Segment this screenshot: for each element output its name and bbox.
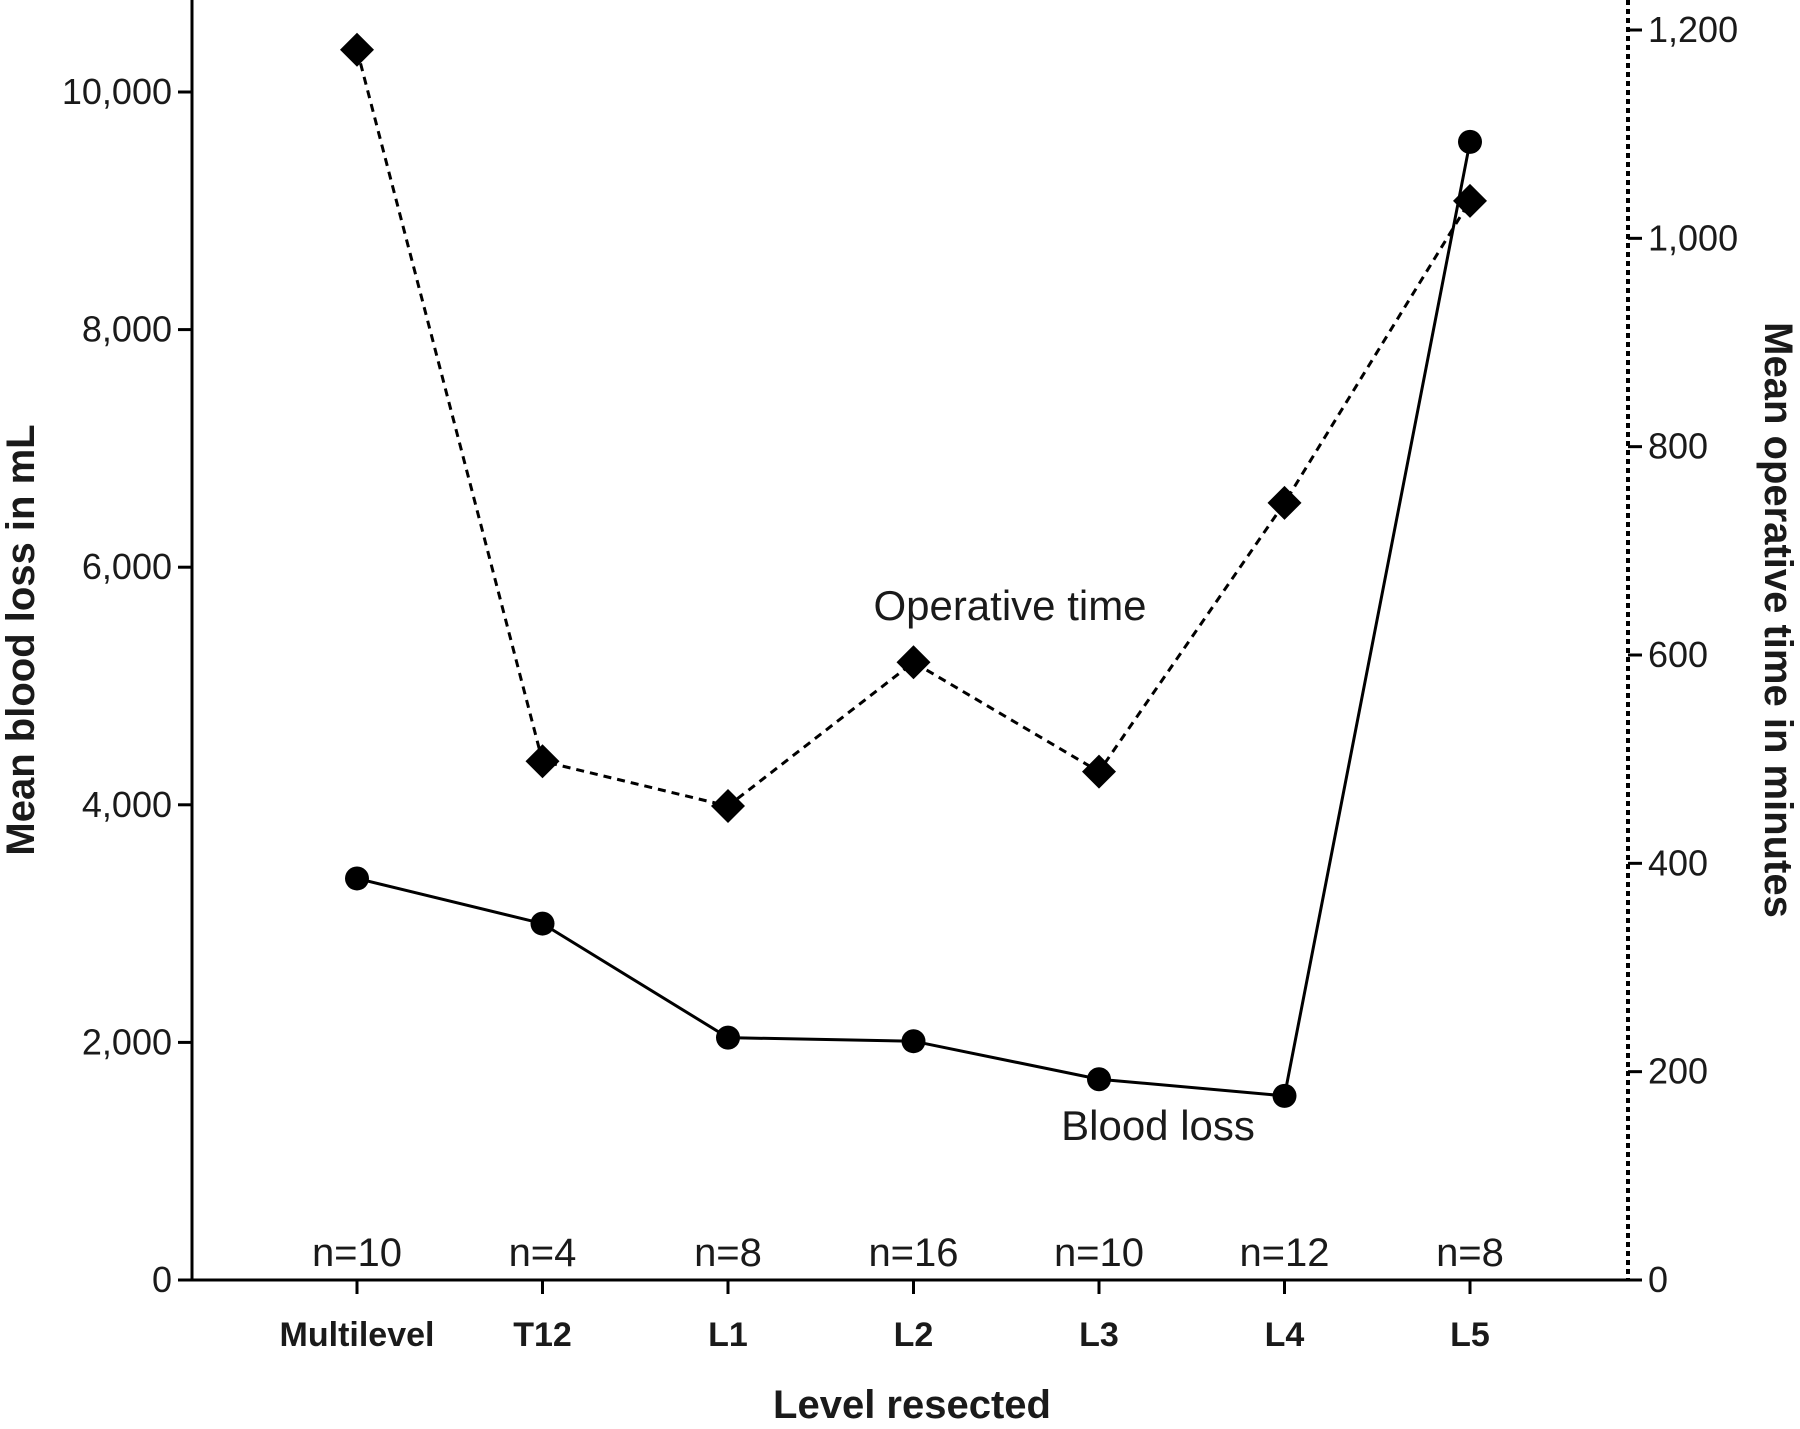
operative-time-point — [896, 645, 931, 680]
right-y-tick-label: 1,200 — [1648, 9, 1738, 50]
sample-size-label: n=8 — [694, 1231, 762, 1275]
x-tick-label: L5 — [1450, 1316, 1490, 1354]
left-y-tick-label: 10,000 — [62, 71, 172, 112]
blood-loss-point — [1272, 1083, 1297, 1108]
right-y-ticks: 0 200 400 600 800 1,000 1,200 — [1628, 9, 1738, 1300]
blood-loss-point — [901, 1029, 926, 1054]
operative-time-point — [1082, 754, 1116, 789]
x-tick-label: T12 — [513, 1316, 572, 1354]
blood-loss-annotation: Blood loss — [1061, 1102, 1255, 1149]
operative-time-point — [340, 32, 374, 67]
sample-size-labels: n=10 n=4 n=8 n=16 n=10 n=12 n=8 — [312, 1231, 1504, 1275]
right-y-tick-label: 800 — [1648, 426, 1708, 467]
blood-loss-point — [530, 911, 555, 936]
x-tick-label: L3 — [1079, 1316, 1119, 1354]
left-y-tick-label: 8,000 — [82, 309, 172, 350]
sample-size-label: n=10 — [312, 1231, 402, 1275]
right-y-tick-label: 200 — [1648, 1051, 1708, 1092]
operative-time-point — [1453, 183, 1487, 218]
left-y-tick-label: 0 — [152, 1259, 172, 1300]
operative-time-point — [711, 789, 745, 824]
sample-size-label: n=12 — [1239, 1231, 1329, 1275]
x-ticks: Multilevel T12 L1 L2 L3 L4 L5 — [280, 1280, 1490, 1354]
right-y-tick-label: 1,000 — [1648, 217, 1738, 258]
x-tick-label: L1 — [708, 1316, 748, 1354]
left-y-tick-label: 4,000 — [82, 784, 172, 825]
series-lines — [355, 49, 1472, 1098]
operative-time-point — [525, 744, 560, 779]
right-y-tick-label: 600 — [1648, 634, 1708, 675]
right-y-axis-title: Mean operative time in minutes — [1756, 322, 1800, 918]
right-y-tick-label: 400 — [1648, 842, 1708, 883]
left-y-tick-label: 2,000 — [82, 1021, 172, 1062]
left-y-tick-label: 6,000 — [82, 546, 172, 587]
sample-size-label: n=16 — [868, 1231, 958, 1275]
series-line-operative-time — [355, 49, 1472, 808]
operative-time-annotation: Operative time — [873, 582, 1146, 629]
x-tick-label: L4 — [1265, 1316, 1305, 1354]
left-y-axis-title: Mean blood loss in mL — [0, 424, 43, 855]
x-tick-label: Multilevel — [280, 1316, 435, 1354]
series-markers — [340, 32, 1487, 1108]
blood-loss-point — [345, 866, 369, 891]
blood-loss-point — [1087, 1067, 1111, 1092]
sample-size-label: n=8 — [1436, 1231, 1504, 1275]
left-y-ticks: 0 2,000 4,000 6,000 8,000 10,000 — [62, 71, 192, 1300]
sample-size-label: n=10 — [1054, 1231, 1144, 1275]
x-tick-label: L2 — [894, 1316, 934, 1354]
right-y-tick-label: 0 — [1648, 1259, 1668, 1300]
blood-loss-point — [716, 1025, 740, 1050]
sample-size-label: n=4 — [509, 1231, 577, 1275]
x-axis-title: Level resected — [773, 1383, 1051, 1424]
blood-loss-point — [1458, 129, 1482, 154]
operative-time-point — [1267, 485, 1302, 520]
